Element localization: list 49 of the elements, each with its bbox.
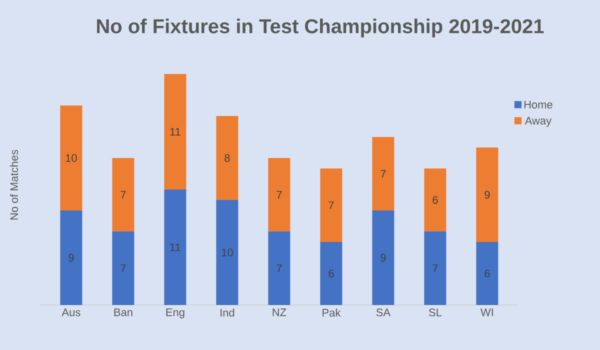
data-label: 7 — [380, 170, 386, 178]
data-label: 10 — [222, 248, 233, 256]
bar — [60, 210, 82, 305]
bar — [320, 168, 342, 242]
x-tick-label: Ind — [220, 308, 234, 317]
bar — [164, 74, 186, 190]
data-label: 6 — [328, 270, 334, 278]
data-label: 7 — [120, 190, 126, 199]
bar — [268, 231, 290, 305]
data-label: 6 — [484, 270, 490, 278]
bar — [112, 158, 134, 232]
x-tick-label: SL — [428, 308, 442, 316]
x-tick-label: Ban — [114, 308, 132, 316]
x-tick-label: WI — [480, 308, 493, 316]
bar — [268, 158, 290, 232]
bar — [424, 231, 446, 305]
data-label: 7 — [328, 201, 334, 210]
y-axis-title: No of Matches — [10, 150, 18, 220]
legend-label: Home — [524, 100, 552, 109]
data-label: 7 — [276, 264, 282, 272]
x-tick-label: Aus — [62, 308, 80, 316]
x-tick-label: SA — [376, 308, 391, 316]
bar — [216, 200, 238, 305]
bar — [476, 147, 498, 242]
bar — [164, 189, 186, 305]
data-label: 9 — [68, 254, 74, 262]
x-tick-label: NZ — [272, 308, 286, 316]
bar — [372, 210, 394, 305]
data-label: 6 — [432, 196, 438, 204]
data-label: 7 — [432, 264, 438, 272]
data-label: 9 — [380, 254, 386, 262]
x-tick-label: Pak — [322, 308, 341, 317]
bar — [424, 168, 446, 232]
bar — [476, 242, 498, 305]
bar — [372, 136, 394, 210]
data-label: 9 — [484, 190, 490, 199]
bar — [216, 116, 238, 200]
data-label: 10 — [66, 154, 77, 162]
bar — [112, 231, 134, 305]
x-tick-label: Eng — [166, 308, 184, 318]
legend-label: Away — [524, 116, 552, 127]
data-label: 7 — [276, 190, 282, 199]
chart-title: No of Fixtures in Test Championship 2019-2021 — [97, 18, 544, 38]
data-label: 8 — [224, 154, 230, 162]
bar — [60, 105, 82, 210]
data-label: 7 — [120, 264, 126, 272]
data-label: 11 — [170, 128, 180, 136]
bar — [320, 242, 342, 305]
data-label: 11 — [170, 243, 180, 252]
